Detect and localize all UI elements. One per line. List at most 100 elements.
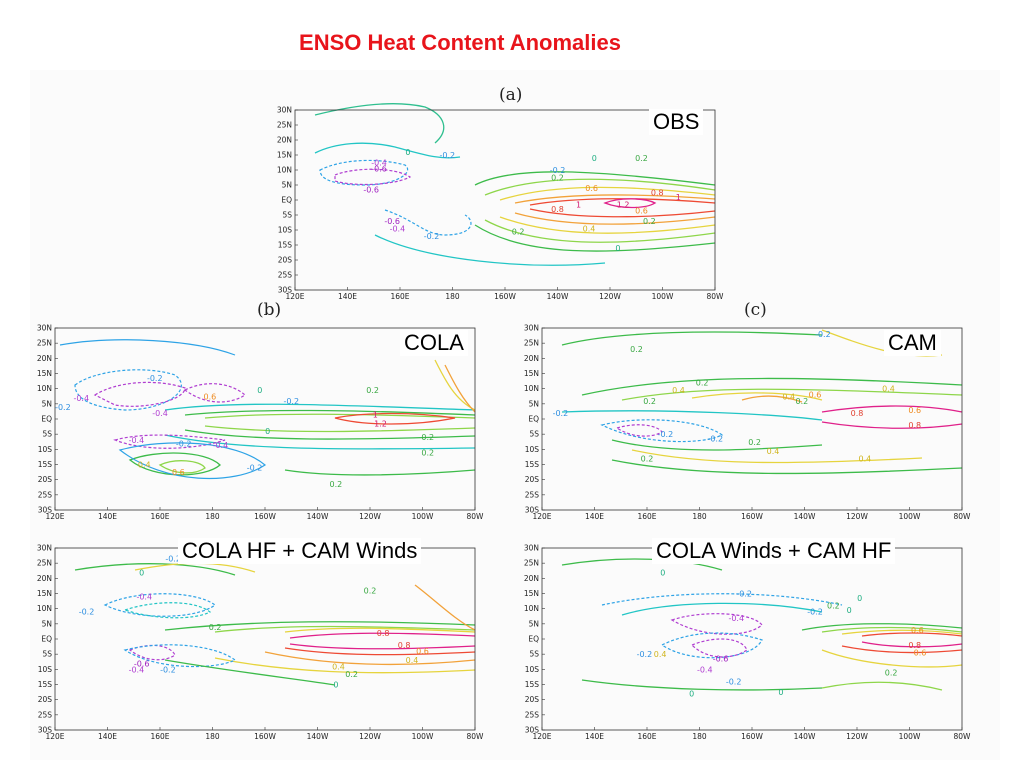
contour-line — [284, 469, 476, 476]
x-tick-label: 80W — [954, 512, 972, 521]
contour-value-label: -0.4 — [73, 394, 89, 403]
contour-value-label: -0.2 — [658, 430, 674, 439]
contour-value-label: 0.4 — [138, 461, 151, 470]
contour-value-label: 0.6 — [908, 406, 921, 415]
y-tick-label: 15S — [38, 460, 53, 469]
contour-value-label: 0.8 — [651, 189, 664, 198]
y-tick-label: 30S — [38, 726, 53, 735]
y-tick-label: 10S — [525, 445, 540, 454]
contour-line — [158, 460, 206, 474]
contour-value-label: -0.2 — [807, 608, 823, 617]
contour-value-label: -0.4 — [728, 614, 744, 623]
chart-d: 30N 25N 20N 15N 10N 5N EQ 5S 10S 15S 20S 25S 30S120E… — [37, 544, 484, 742]
y-tick-label: 30N — [277, 106, 292, 115]
contour-value-label: -0.2 — [550, 166, 566, 175]
y-tick-label: 15N — [37, 589, 52, 598]
model-label-c: CAM — [884, 330, 941, 356]
y-tick-label: 15N — [277, 151, 292, 160]
contour-line — [561, 410, 823, 421]
x-tick-label: 140W — [794, 732, 816, 741]
contour-line — [284, 627, 476, 633]
x-tick-label: 180 — [205, 512, 220, 521]
contour-line — [801, 623, 963, 631]
x-tick-label: 140E — [98, 732, 117, 741]
contour-value-label: 0.2 — [209, 623, 222, 632]
contour-line — [514, 194, 716, 204]
contour-line — [621, 602, 823, 616]
contour-value-label: -0.2 — [707, 435, 723, 444]
contour-value-label: 0.2 — [827, 602, 840, 611]
contour-value-label: -0.2 — [439, 151, 455, 160]
y-tick-label: 25N — [524, 339, 539, 348]
contour-value-label: -0.4 — [213, 441, 229, 450]
contour-value-label: 0.2 — [421, 448, 434, 457]
x-tick-label: 160W — [254, 512, 276, 521]
y-tick-label: 10N — [37, 384, 52, 393]
contour-value-label: 0.2 — [796, 397, 809, 406]
x-tick-label: 140E — [98, 512, 117, 521]
y-tick-label: 5S — [529, 430, 539, 439]
contour-line — [474, 171, 716, 186]
y-tick-label: 20S — [38, 475, 53, 484]
contour-value-label: 0.2 — [635, 154, 648, 163]
chart-a: 30N 25N 20N 15N 10N 5N EQ 5S 10S 15S 20S 25S 30S120E… — [277, 103, 725, 301]
x-tick-label: 180 — [205, 732, 220, 741]
y-tick-label: 25N — [37, 559, 52, 568]
contour-line — [821, 421, 963, 429]
contour-line — [184, 409, 476, 416]
y-tick-label: 20S — [525, 695, 540, 704]
contour-value-label: -0.4 — [129, 665, 145, 674]
contour-line — [214, 657, 476, 674]
contour-line — [600, 419, 724, 443]
y-tick-label: 5N — [529, 619, 539, 628]
y-tick-label: 20S — [525, 475, 540, 484]
contour-line — [334, 168, 412, 186]
contour-value-label: 0.2 — [641, 454, 654, 463]
x-tick-label: 160W — [254, 732, 276, 741]
y-tick-label: 15S — [525, 460, 540, 469]
contour-line — [529, 198, 716, 206]
x-tick-label: 80W — [707, 292, 725, 301]
x-tick-label: 140E — [585, 512, 604, 521]
contour-value-label: 0.2 — [512, 228, 525, 237]
contour-value-label: 0.8 — [908, 641, 921, 650]
contour-line — [615, 424, 663, 437]
contour-value-label: 0.8 — [908, 421, 921, 430]
x-tick-label: 120W — [359, 732, 381, 741]
contour-value-label: -0.4 — [129, 436, 145, 445]
contour-value-label: 0.2 — [551, 174, 564, 183]
x-tick-label: 160E — [390, 292, 409, 301]
y-tick-label: 30N — [524, 324, 539, 333]
contour-value-label: 0 — [857, 594, 862, 603]
y-tick-label: 15S — [38, 680, 53, 689]
contour-value-label: 0.2 — [421, 433, 434, 442]
contour-line — [861, 641, 963, 648]
y-tick-label: 15S — [525, 680, 540, 689]
panel-e: 30N 25N 20N 15N 10N 5N EQ 5S 10S 15S 20S 25S 30S 120E… — [522, 520, 977, 742]
contour-line — [289, 643, 476, 650]
contour-value-label: 0.2 — [696, 379, 709, 388]
chart-b: 30N 25N 20N 15N 10N 5N EQ 5S 10S 15S 20S 25S 30S120E… — [37, 324, 484, 522]
y-tick-label: 30N — [524, 544, 539, 553]
x-tick-label: 140W — [307, 732, 329, 741]
contour-line — [821, 649, 963, 668]
contour-value-label: -0.2 — [283, 397, 299, 406]
model-label-b: COLA — [400, 330, 468, 356]
contour-value-label: 0 — [257, 386, 262, 395]
contour-value-label: 0 — [660, 568, 665, 577]
x-tick-label: 140W — [547, 292, 569, 301]
contour-value-label: 0.6 — [914, 649, 927, 658]
contour-line — [621, 388, 963, 401]
contour-value-label: 0.6 — [911, 626, 924, 635]
contour-value-label: 0.4 — [654, 650, 667, 659]
contour-value-label: 1 — [576, 201, 581, 210]
y-tick-label: 30S — [38, 506, 53, 515]
y-tick-label: EQ — [41, 635, 52, 644]
model-label-d: COLA HF + CAM Winds — [178, 538, 422, 564]
contour-line — [670, 613, 763, 635]
contour-value-label: 0 — [405, 148, 410, 157]
contour-line — [841, 645, 963, 654]
contour-value-label: 0 — [778, 688, 783, 697]
y-tick-label: 30S — [525, 506, 540, 515]
contour-value-label: 0.6 — [809, 391, 822, 400]
